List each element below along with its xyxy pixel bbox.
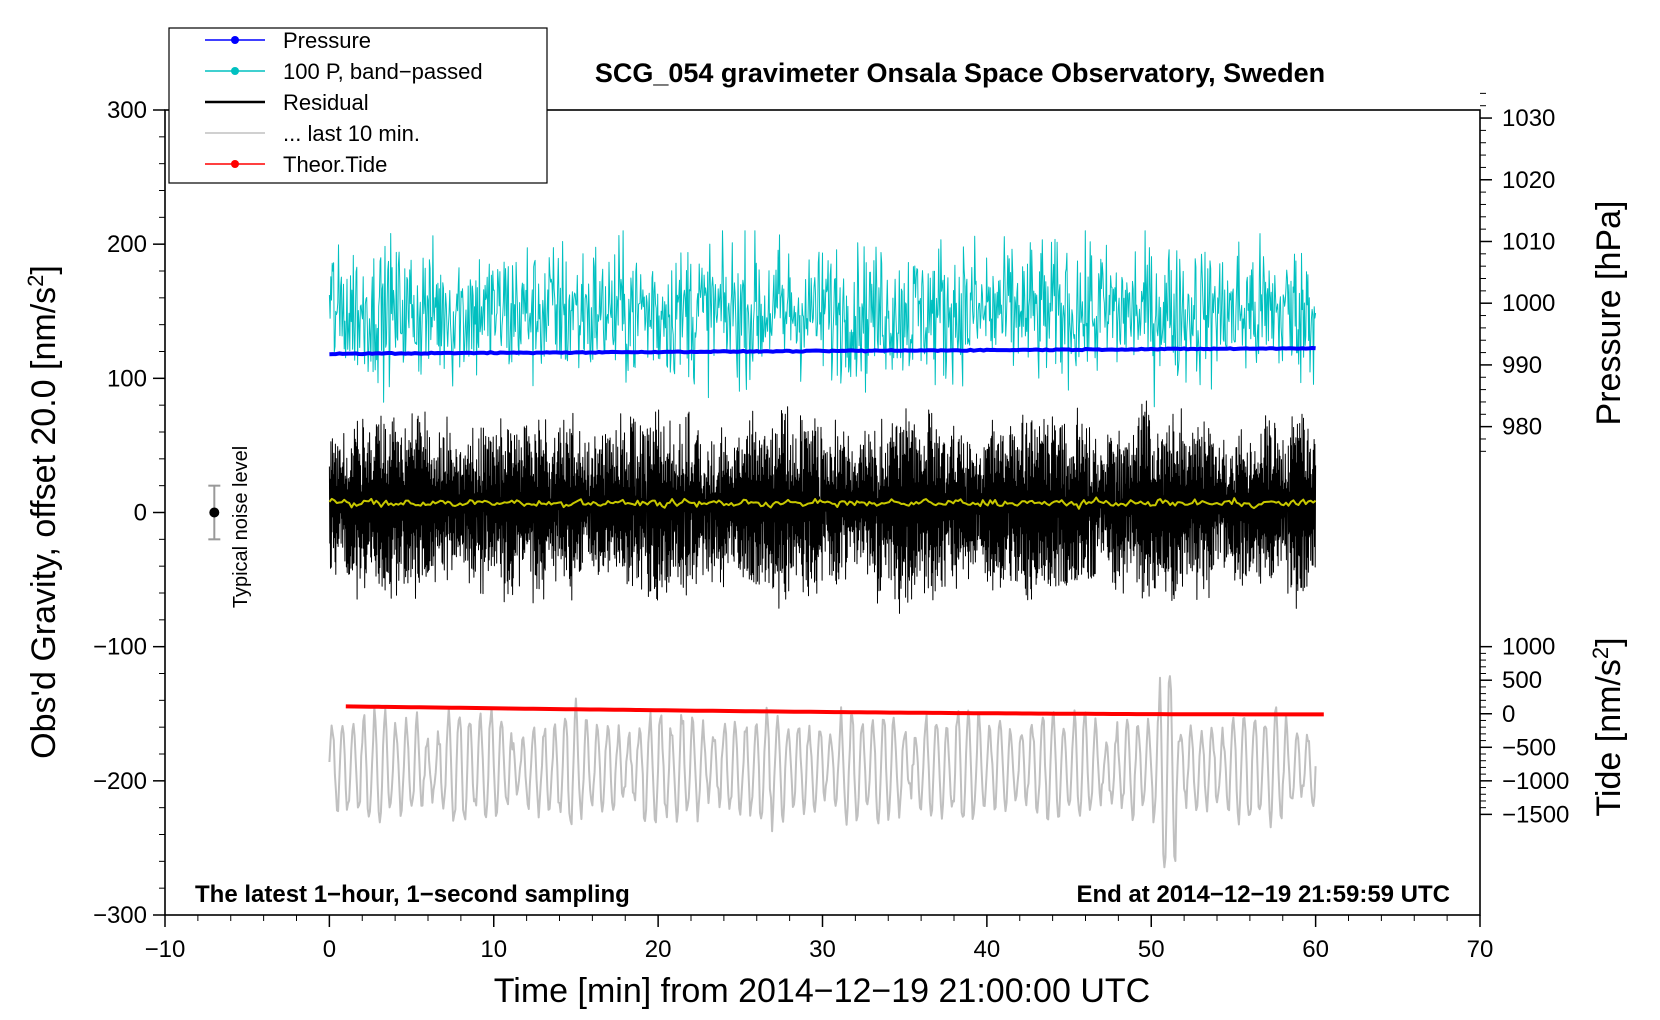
tide-tick-label: −1500	[1502, 801, 1569, 828]
noise-point	[209, 507, 220, 518]
noise-marker: Typical noise level	[208, 446, 252, 608]
y-axis-right-tide: −1500 −1000 −500 0 500 1000	[1480, 634, 1569, 828]
legend-label: ... last 10 min.	[283, 121, 420, 146]
y-tick-label: 200	[107, 231, 147, 258]
x-tick-label: 40	[974, 936, 1001, 963]
x-tick-label: 50	[1138, 936, 1165, 963]
legend-label: 100 P, band−passed	[283, 59, 483, 84]
tide-tick-label: 500	[1502, 667, 1542, 694]
x-tick-label: 0	[323, 936, 336, 963]
tide-tick-label: 1000	[1502, 634, 1555, 661]
chart-title: SCG_054 gravimeter Onsala Space Observat…	[595, 58, 1325, 88]
x-tick-label: 70	[1467, 936, 1494, 963]
y-tick-label: −200	[93, 768, 147, 795]
legend-marker	[231, 67, 239, 75]
legend-marker	[231, 36, 239, 44]
y-axis-left: −300 −200 −100 0 100 200 300	[93, 97, 165, 929]
pressure-tick-label: 1020	[1502, 167, 1555, 194]
y-tick-label: −100	[93, 634, 147, 661]
pressure-tick-label: 1000	[1502, 290, 1555, 317]
x-axis-label: Time [min] from 2014−12−19 21:00:00 UTC	[494, 972, 1150, 1010]
legend-box	[168, 27, 548, 184]
series-residual-smoothed	[328, 496, 1317, 510]
x-tick-label: 30	[809, 936, 836, 963]
series-theoretical-tide	[345, 704, 1324, 717]
y-tick-label: 0	[134, 500, 147, 527]
legend: Pressure 100 P, band−passed Residual ... la…	[168, 27, 548, 184]
noise-label: Typical noise level	[230, 446, 252, 608]
pressure-tick-label: 1030	[1502, 105, 1555, 132]
x-axis: −10 0 10 20 30 40 50 60 70	[145, 915, 1494, 963]
annotation-left: The latest 1−hour, 1−second sampling	[195, 881, 630, 908]
tide-tick-label: −1000	[1502, 768, 1569, 795]
x-tick-label: −10	[145, 936, 186, 963]
annotation-right: End at 2014−12−19 21:59:59 UTC	[1076, 881, 1450, 908]
pressure-tick-label: 980	[1502, 414, 1542, 441]
y-tick-label: 100	[107, 365, 147, 392]
legend-label: Pressure	[283, 28, 371, 53]
plot-series	[328, 230, 1324, 869]
legend-marker	[231, 160, 239, 168]
pressure-tick-label: 1010	[1502, 228, 1555, 255]
y-tick-label: 300	[107, 97, 147, 124]
series-pressure	[329, 346, 1316, 357]
y-axis-right-tide-label: Tide [nm/s2]	[1588, 637, 1628, 816]
series-band-passed-pressure	[328, 230, 1317, 408]
tide-tick-label: −500	[1502, 734, 1556, 761]
x-tick-label: 60	[1302, 936, 1329, 963]
y-axis-right-pressure-label: Pressure [hPa]	[1590, 201, 1628, 426]
pressure-tick-label: 990	[1502, 352, 1542, 379]
legend-label: Theor.Tide	[283, 152, 387, 177]
y-axis-right-pressure: 980 990 1000 1010 1020 1030	[1480, 92, 1555, 452]
x-tick-label: 10	[480, 936, 507, 963]
x-tick-label: 20	[645, 936, 672, 963]
tide-tick-label: 0	[1502, 701, 1515, 728]
series-last-10-min	[328, 675, 1317, 869]
legend-items: Pressure 100 P, band−passed Residual ... la…	[205, 28, 483, 177]
legend-label: Residual	[283, 90, 369, 115]
series-residual	[328, 400, 1317, 614]
y-tick-label: −300	[93, 902, 147, 929]
y-axis-left-label: Obs'd Gravity, offset 20.0 [nm/s2]	[23, 265, 63, 759]
